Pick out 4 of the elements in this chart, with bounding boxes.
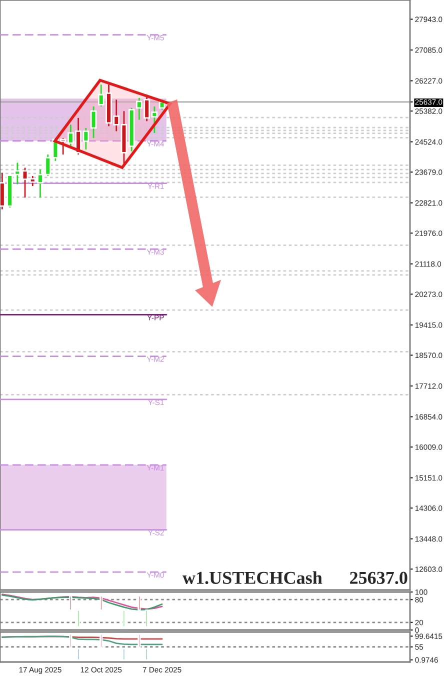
candlestick [90,106,97,139]
line-series [1,636,163,646]
annotation: 25637.0 [350,572,408,584]
annotation: w1.USTECHCash [182,571,322,584]
